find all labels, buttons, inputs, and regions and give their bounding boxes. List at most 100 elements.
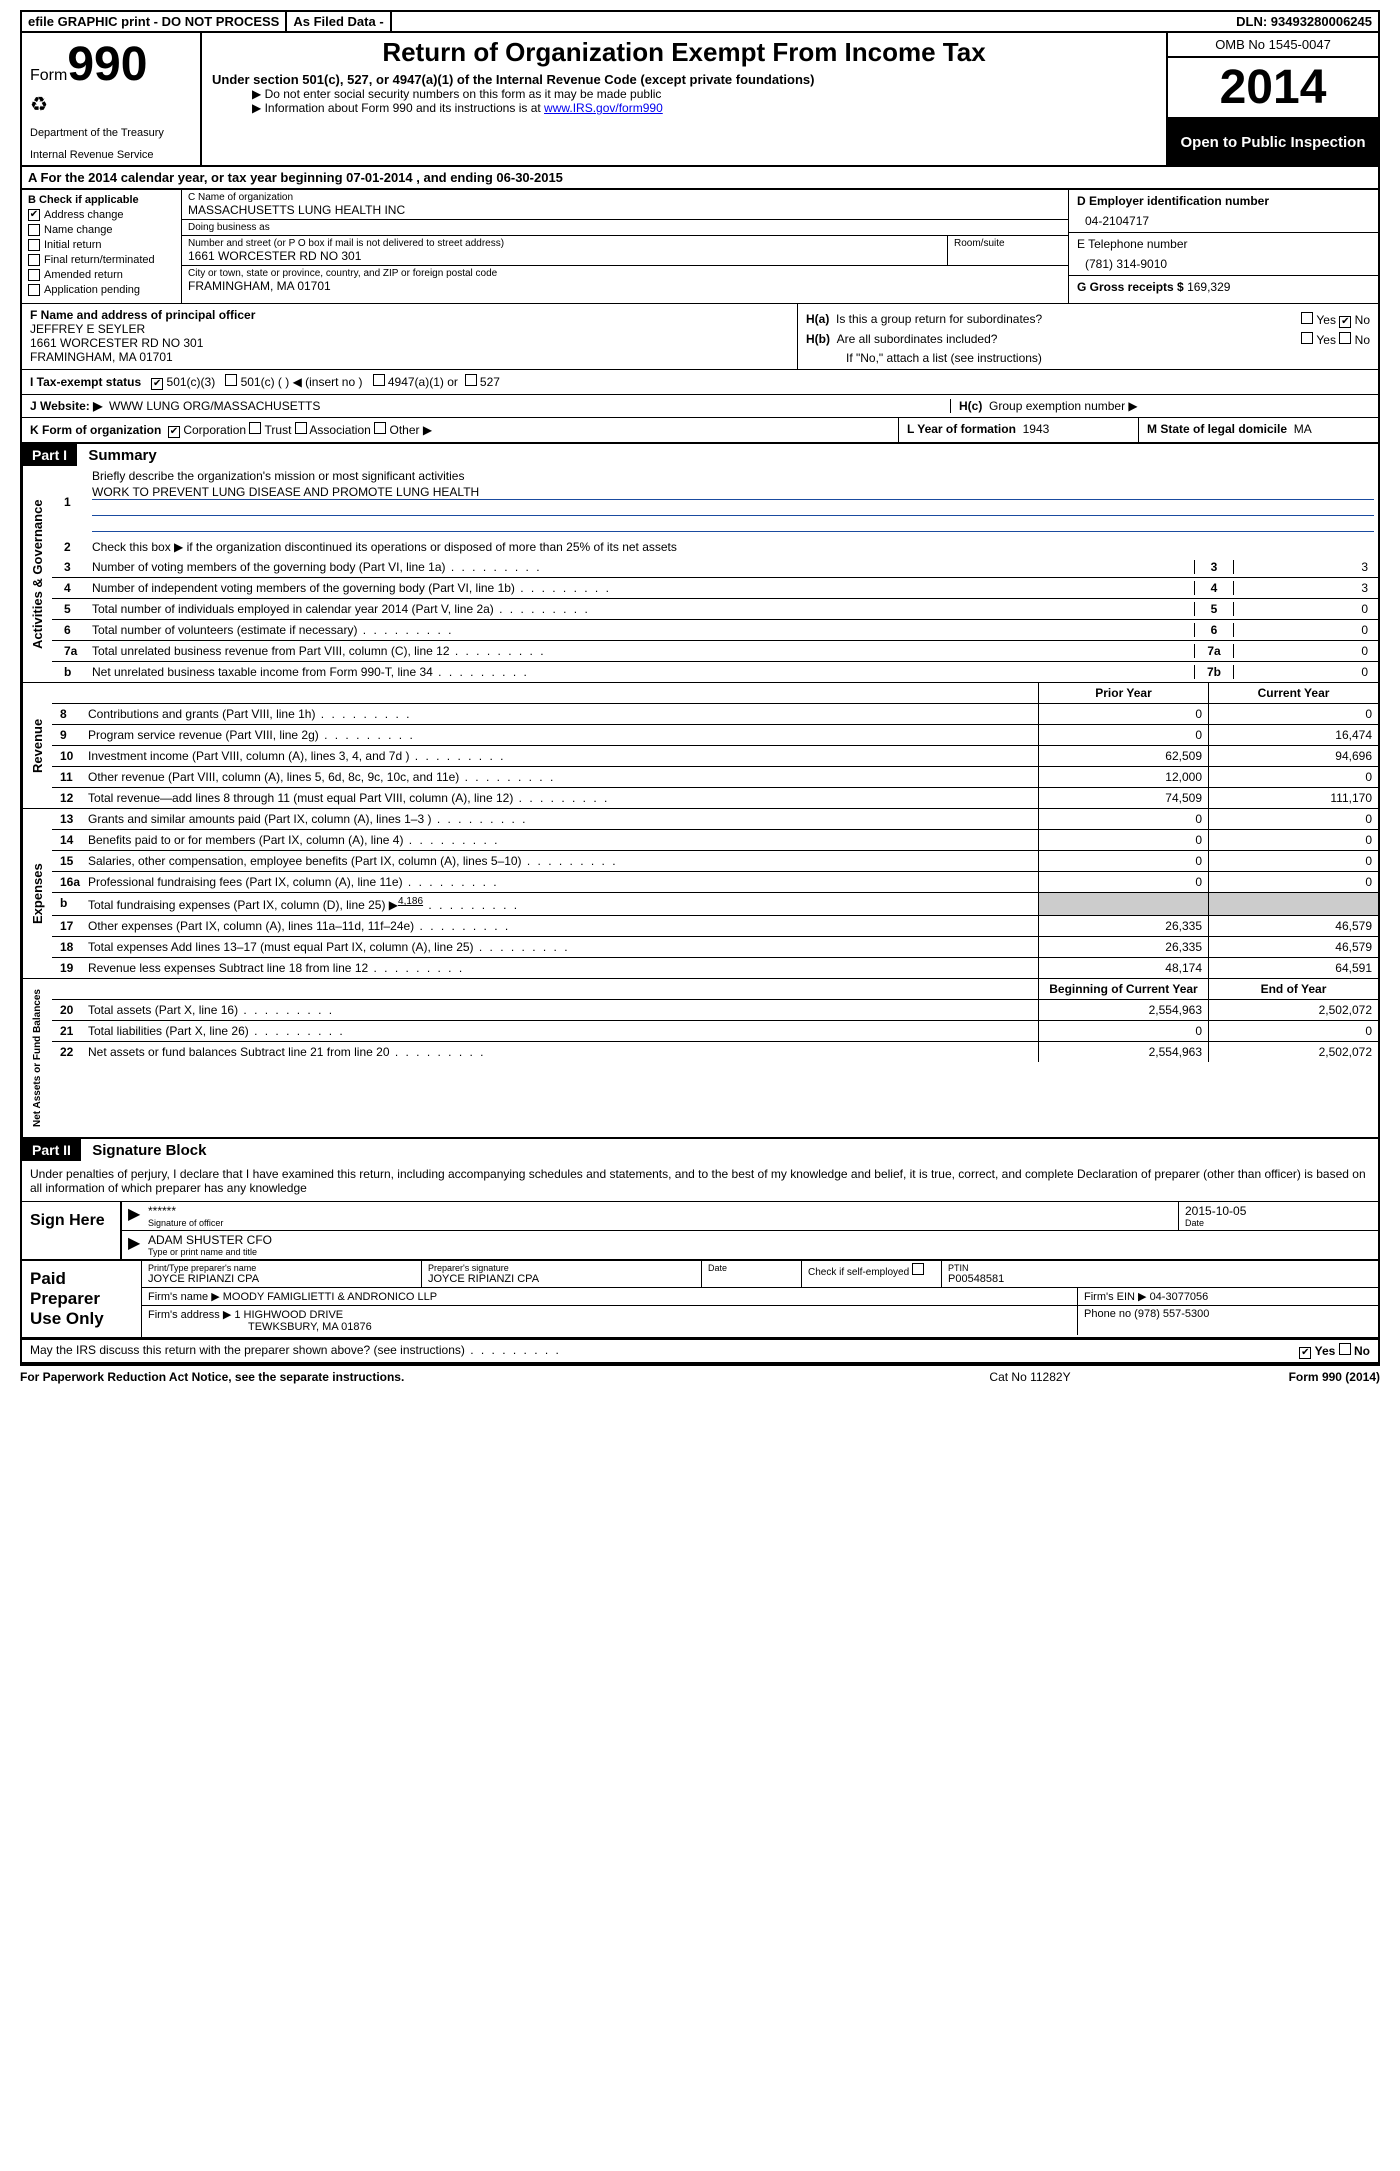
part1-title: Summary <box>80 447 156 464</box>
colb-item: Address change <box>28 209 175 221</box>
row-l-year: L Year of formation 1943 <box>898 418 1138 442</box>
part2-label: Part II <box>22 1139 81 1161</box>
phone-box: E Telephone number (781) 314-9010 <box>1069 233 1378 276</box>
part2-header-row: Part II Signature Block <box>20 1139 1380 1161</box>
paid-preparer-row: Paid Preparer Use Only Print/Type prepar… <box>22 1259 1378 1337</box>
org-street: 1661 WORCESTER RD NO 301 <box>188 249 941 263</box>
501c-checkbox[interactable] <box>225 374 237 386</box>
colb-checkbox[interactable] <box>28 284 40 296</box>
ha-no-checkbox[interactable] <box>1339 316 1351 328</box>
expense-line: 13Grants and similar amounts paid (Part … <box>52 809 1378 830</box>
summary-line: bNet unrelated business taxable income f… <box>52 662 1378 682</box>
colb-item: Name change <box>28 224 175 236</box>
col-c-org-info: C Name of organization MASSACHUSETTS LUN… <box>182 190 1068 303</box>
org-name: MASSACHUSETTS LUNG HEALTH INC <box>188 203 1062 217</box>
firm-name: MOODY FAMIGLIETTI & ANDRONICO LLP <box>223 1291 437 1303</box>
hb-note: If "No," attach a list (see instructions… <box>806 351 1370 365</box>
ein-value: 04-2104717 <box>1077 214 1370 228</box>
summary-line: 6Total number of volunteers (estimate if… <box>52 620 1378 641</box>
h-b-line: H(b) Are all subordinates included? Yes … <box>806 332 1370 347</box>
form-990-label: Form990 <box>30 37 192 92</box>
other-checkbox[interactable] <box>374 422 386 434</box>
trust-checkbox[interactable] <box>249 422 261 434</box>
expense-line: 17Other expenses (Part IX, column (A), l… <box>52 916 1378 937</box>
city-box: City or town, state or province, country… <box>182 266 1068 295</box>
527-checkbox[interactable] <box>465 374 477 386</box>
row-k-form-org: K Form of organization Corporation Trust… <box>22 418 898 442</box>
ptin-value: P00548581 <box>948 1273 1372 1285</box>
form-id-cell: Form990 ♻ Department of the Treasury Int… <box>22 33 202 165</box>
vtab-revenue: Revenue <box>22 683 52 808</box>
form-note2: ▶ Information about Form 990 and its ins… <box>252 101 1156 115</box>
summary-line: 4Number of independent voting members of… <box>52 578 1378 599</box>
part1-activities: Activities & Governance 1 Briefly descri… <box>20 466 1380 683</box>
officer-printed-name: ADAM SHUSTER CFO <box>148 1233 1372 1247</box>
colb-checkbox[interactable] <box>28 209 40 221</box>
part2-title: Signature Block <box>84 1142 206 1159</box>
title-cell: Return of Organization Exempt From Incom… <box>202 33 1168 165</box>
end-year-header: End of Year <box>1208 979 1378 999</box>
hb-no-checkbox[interactable] <box>1339 332 1351 344</box>
sig-date: 2015-10-05 <box>1185 1204 1372 1218</box>
part1-netassets: Net Assets or Fund Balances Beginning of… <box>20 979 1380 1139</box>
prep-line1: Print/Type preparer's name JOYCE RIPIANZ… <box>142 1261 1378 1288</box>
preparer-name: JOYCE RIPIANZI CPA <box>148 1273 415 1285</box>
officer-name-line: ▶ ADAM SHUSTER CFO Type or print name an… <box>122 1231 1378 1259</box>
org-city: FRAMINGHAM, MA 01701 <box>188 279 1062 293</box>
line1: 1 Briefly describe the organization's mi… <box>52 466 1378 537</box>
colb-checkbox[interactable] <box>28 254 40 266</box>
col-f-officer: F Name and address of principal officer … <box>22 304 798 369</box>
expense-line: 16aProfessional fundraising fees (Part I… <box>52 872 1378 893</box>
self-employed-checkbox[interactable] <box>912 1263 924 1275</box>
colb-checkbox[interactable] <box>28 224 40 236</box>
ha-yes-checkbox[interactable] <box>1301 312 1313 324</box>
section-fh: F Name and address of principal officer … <box>20 303 1380 369</box>
asfiled-label: As Filed Data - <box>287 12 391 31</box>
summary-line: 7aTotal unrelated business revenue from … <box>52 641 1378 662</box>
colb-checkbox[interactable] <box>28 239 40 251</box>
gross-box: G Gross receipts $ 169,329 <box>1069 276 1378 298</box>
h-a-line: H(a) Is this a group return for subordin… <box>806 312 1370 328</box>
addr-box: Number and street (or P O box if mail is… <box>182 236 1068 266</box>
mission-text: WORK TO PREVENT LUNG DISEASE AND PROMOTE… <box>92 485 1374 500</box>
vtab-activities: Activities & Governance <box>22 466 52 682</box>
colb-item: Amended return <box>28 269 175 281</box>
discuss-yes-checkbox[interactable] <box>1299 1347 1311 1359</box>
dept-irs: Internal Revenue Service <box>30 149 192 161</box>
gross-receipts: 169,329 <box>1187 280 1230 294</box>
section-bcd: B Check if applicable Address changeName… <box>20 190 1380 303</box>
revenue-line: 12Total revenue—add lines 8 through 11 (… <box>52 788 1378 808</box>
website-value: WWW LUNG ORG/MASSACHUSETTS <box>109 399 320 413</box>
paperwork-notice: For Paperwork Reduction Act Notice, see … <box>20 1370 880 1384</box>
colb-checkbox[interactable] <box>28 269 40 281</box>
4947-checkbox[interactable] <box>373 374 385 386</box>
org-name-box: C Name of organization MASSACHUSETTS LUN… <box>182 190 1068 220</box>
netasset-line: 22Net assets or fund balances Subtract l… <box>52 1042 1378 1062</box>
assoc-checkbox[interactable] <box>295 422 307 434</box>
prep-line2: Firm's name ▶ MOODY FAMIGLIETTI & ANDRON… <box>142 1288 1378 1306</box>
row-m-state: M State of legal domicile MA <box>1138 418 1378 442</box>
hb-yes-checkbox[interactable] <box>1301 332 1313 344</box>
revenue-header: Prior Year Current Year <box>52 683 1378 704</box>
revenue-line: 11Other revenue (Part VIII, column (A), … <box>52 767 1378 788</box>
efile-label: efile GRAPHIC print - DO NOT PROCESS <box>22 12 287 31</box>
expense-line: 15Salaries, other compensation, employee… <box>52 851 1378 872</box>
form-subtitle: Under section 501(c), 527, or 4947(a)(1)… <box>212 72 1156 87</box>
501c3-checkbox[interactable] <box>151 378 163 390</box>
corp-checkbox[interactable] <box>168 426 180 438</box>
tax-year: 2014 <box>1168 58 1378 119</box>
col-d-info: D Employer identification number 04-2104… <box>1068 190 1378 303</box>
form-title: Return of Organization Exempt From Incom… <box>212 37 1156 68</box>
netasset-line: 21Total liabilities (Part X, line 26)00 <box>52 1021 1378 1042</box>
efile-header: efile GRAPHIC print - DO NOT PROCESS As … <box>20 10 1380 33</box>
netasset-line: 20Total assets (Part X, line 16)2,554,96… <box>52 1000 1378 1021</box>
row-a-tax-year: A For the 2014 calendar year, or tax yea… <box>20 167 1380 190</box>
form-note1: ▶ Do not enter social security numbers o… <box>252 87 1156 101</box>
part2-body: Under penalties of perjury, I declare th… <box>20 1161 1380 1339</box>
revenue-line: 9Program service revenue (Part VIII, lin… <box>52 725 1378 746</box>
discuss-no-checkbox[interactable] <box>1339 1343 1351 1355</box>
beg-year-header: Beginning of Current Year <box>1038 979 1208 999</box>
summary-line: 3Number of voting members of the governi… <box>52 557 1378 578</box>
omb-number: OMB No 1545-0047 <box>1168 33 1378 58</box>
irs-link[interactable]: www.IRS.gov/form990 <box>544 101 663 115</box>
